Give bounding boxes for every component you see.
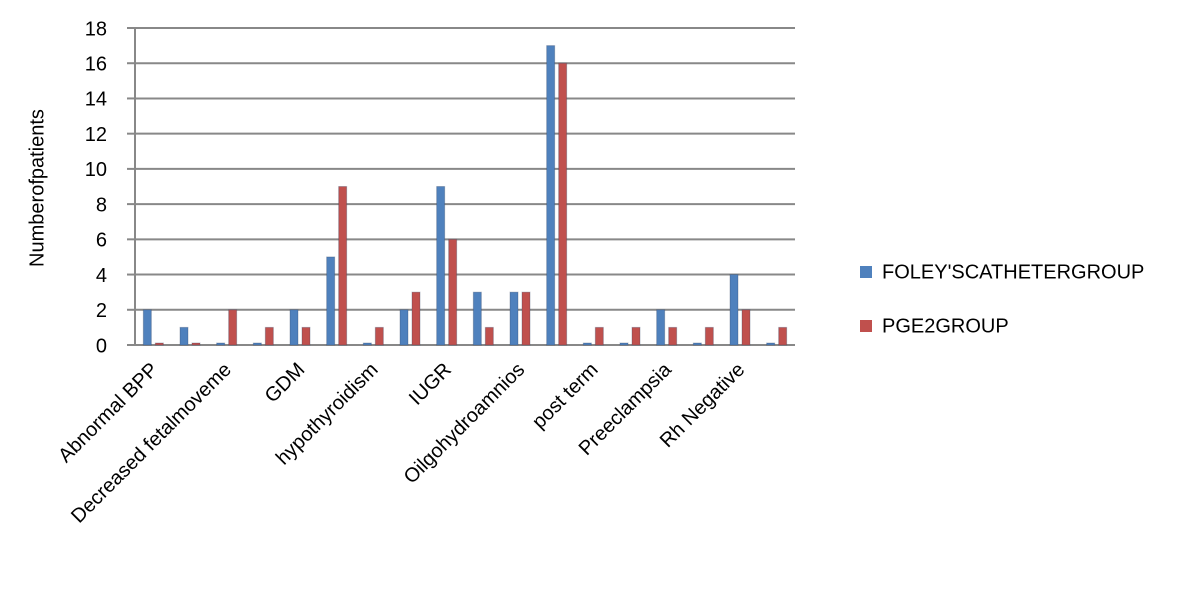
bar [448,238,458,346]
x-tick-label: Oilgohydroamnios [400,359,530,489]
bar [619,342,629,346]
bar [216,342,226,346]
bar [264,326,274,346]
bar [766,342,776,346]
legend-swatch [860,320,872,332]
bar [741,309,751,346]
bar [326,256,336,346]
legend-label: PGE2GROUP [882,315,1009,337]
y-tick-label: 4 [96,265,107,287]
x-tick-label: post term [528,359,603,434]
bar [154,342,164,346]
x-tick-label: GDM [261,359,310,408]
bar [362,342,372,346]
x-tick-label: IUGR [405,359,456,410]
y-tick-label: 8 [96,194,107,216]
legend-swatch [860,266,872,278]
legend-label: FOLEY'SCATHETERGROUP [882,261,1144,283]
bar [778,326,788,346]
y-tick-label: 12 [85,124,107,146]
bar [692,342,702,346]
bar [509,291,519,346]
bar [228,309,238,346]
bar [484,326,494,346]
y-tick-label: 2 [96,300,107,322]
bar [594,326,604,346]
bar [289,309,299,346]
y-axis-title: Numberofpatients [26,109,48,267]
bar [399,309,409,346]
bar [374,326,384,346]
bar [558,62,568,346]
bar [656,309,666,346]
y-tick-label: 16 [85,54,107,76]
bar [191,342,201,346]
bar [338,186,348,346]
bar [472,291,482,346]
bar [631,326,641,346]
y-tick-label: 10 [85,159,107,181]
y-tick-label: 18 [85,18,107,40]
y-tick-label: 0 [96,335,107,357]
bar [668,326,678,346]
bar [301,326,311,346]
bar [704,326,714,346]
bar [411,291,421,346]
bar [142,309,152,346]
bar [729,274,739,346]
bar [521,291,531,346]
bar [252,342,262,346]
y-tick-label: 14 [85,89,107,111]
y-tick-label: 6 [96,230,107,252]
bar [179,326,189,346]
bar [436,186,446,346]
bar [582,342,592,346]
bar [546,45,556,346]
